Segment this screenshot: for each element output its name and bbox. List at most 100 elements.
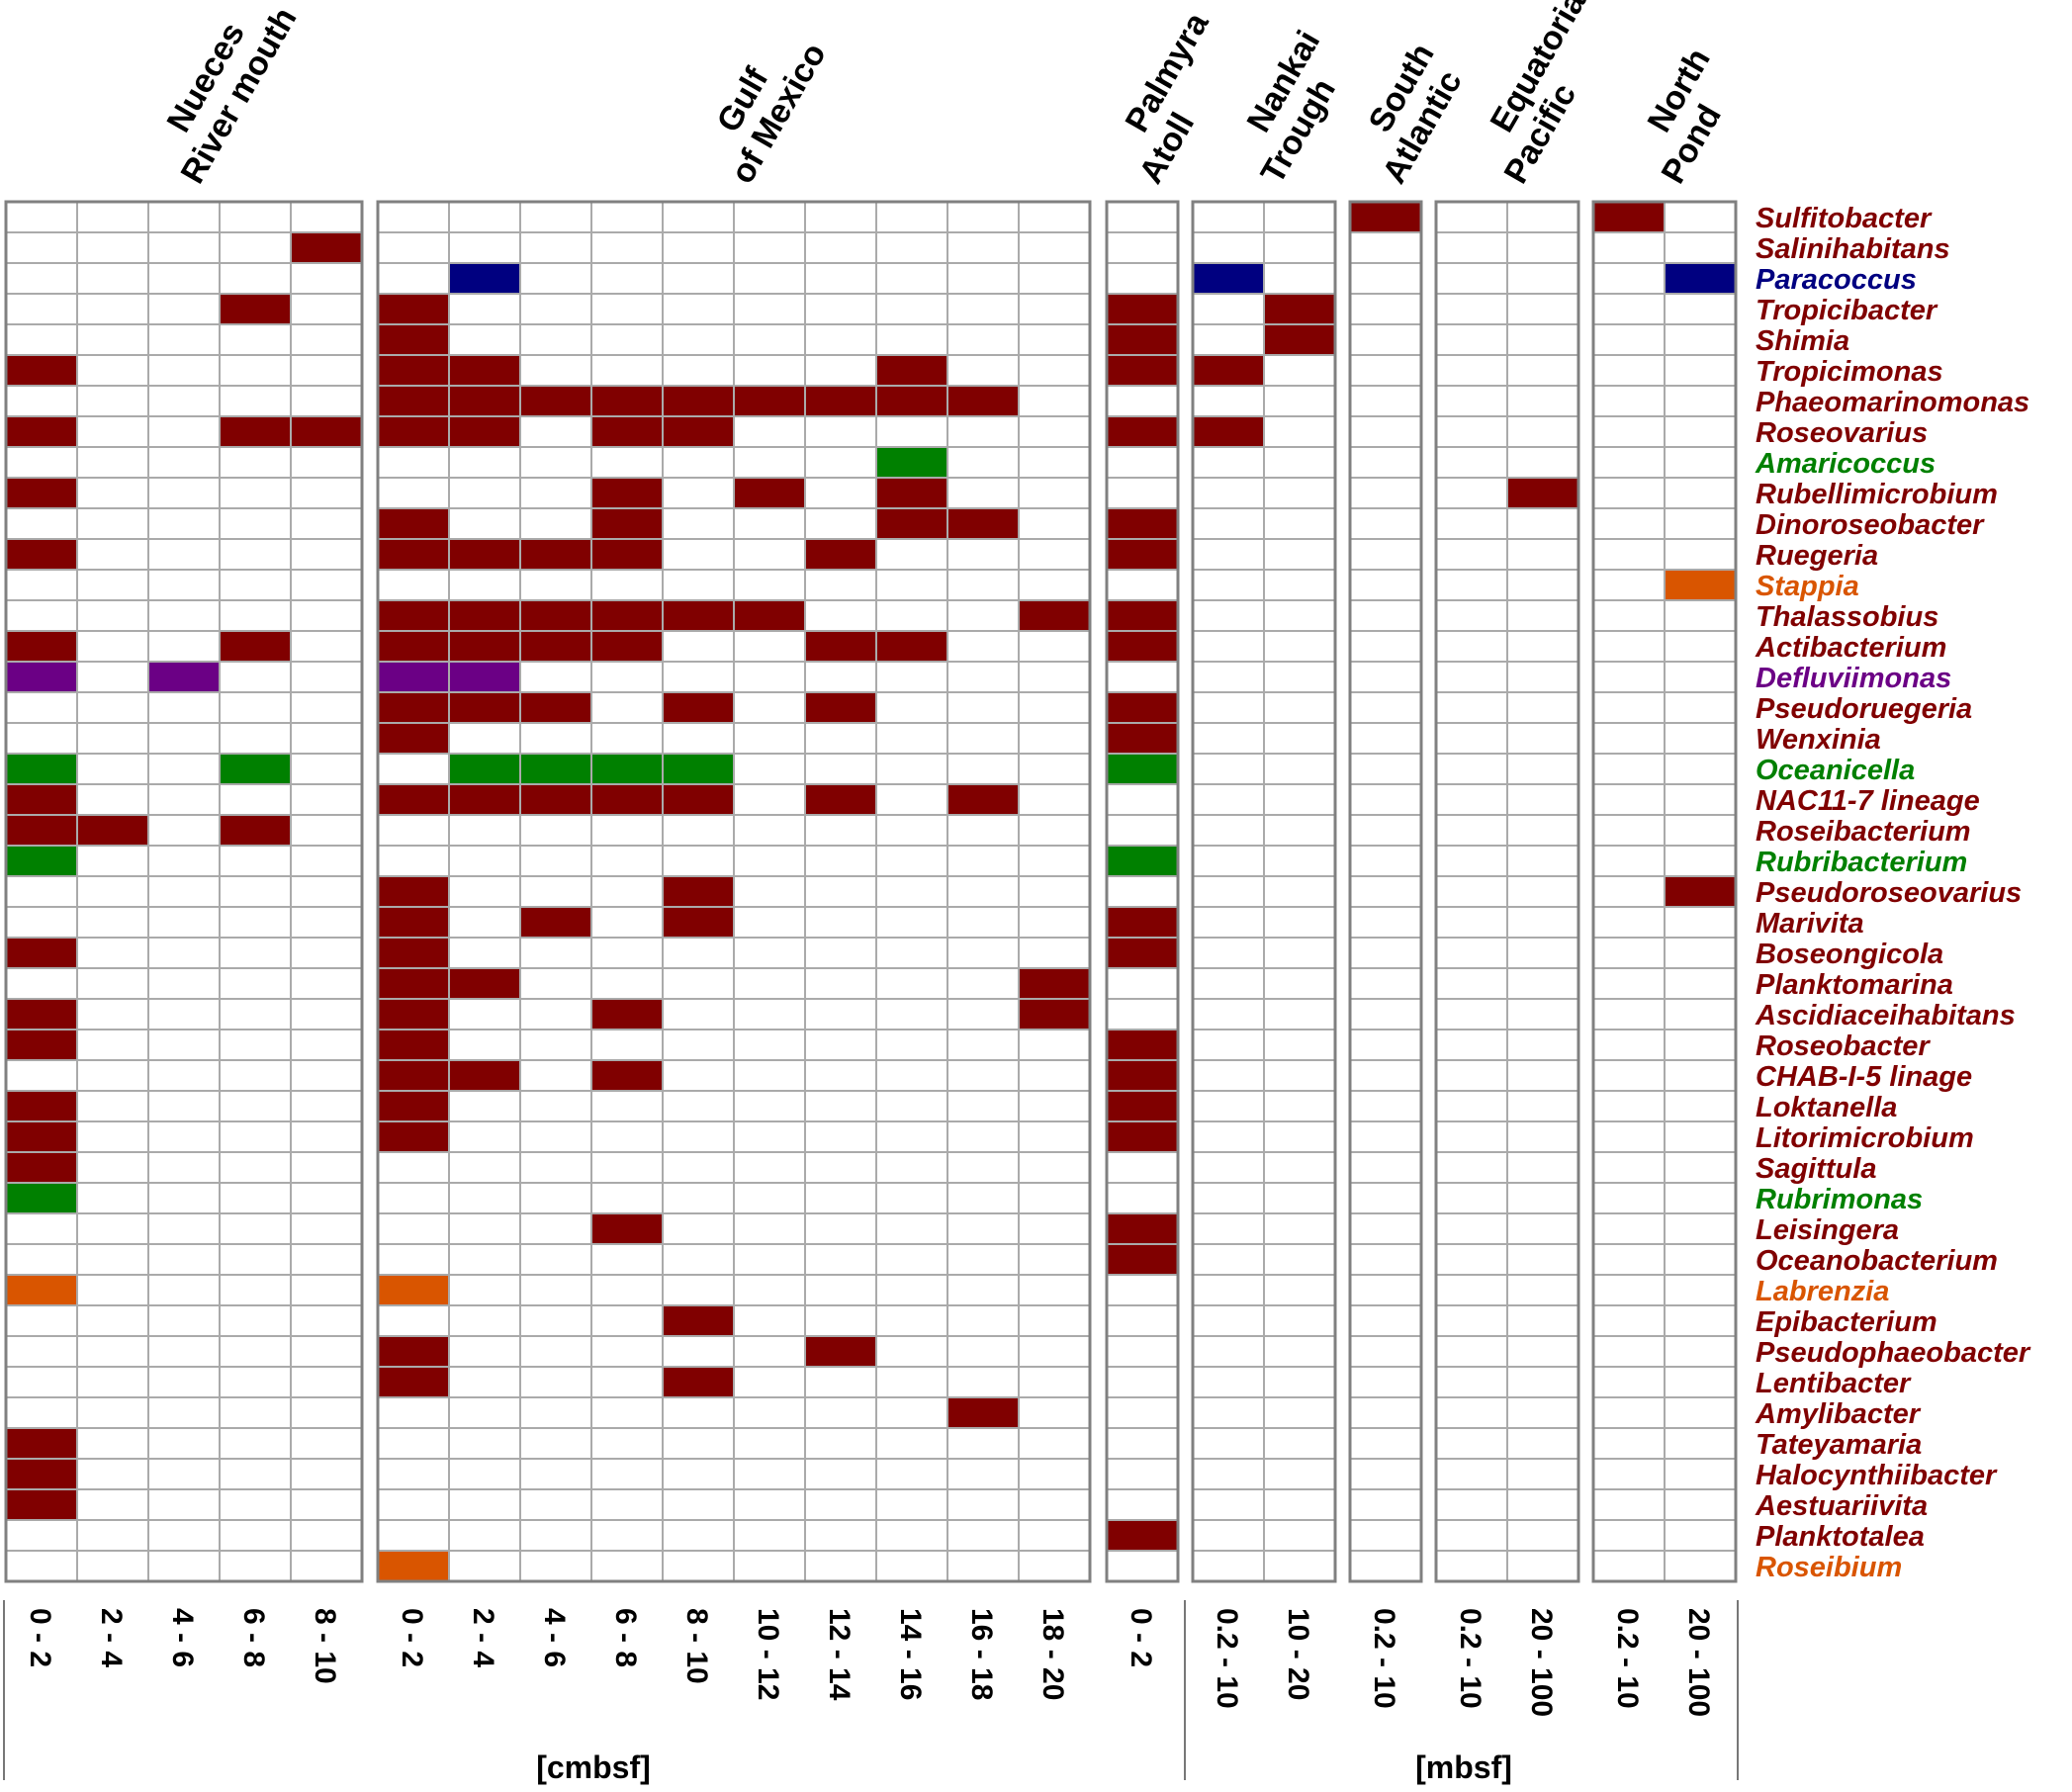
presence-cell [378,324,449,355]
presence-cell [378,692,449,723]
depth-tick-label: 4 - 6 [166,1608,199,1667]
genus-label: Ruegeria [1756,540,1878,572]
presence-cell [1107,754,1178,784]
genus-label: Roseovarius [1756,417,1928,449]
heatmap-grid [6,202,1736,1581]
depth-tick-label: 18 - 20 [1036,1608,1069,1700]
presence-cell [805,631,876,662]
presence-cell [449,662,520,692]
genus-label: Paracoccus [1756,264,1917,296]
presence-cell [6,846,77,876]
depth-tick-label: 20 - 100 [1525,1608,1558,1717]
presence-cell [805,539,876,570]
genus-label: Pseudoruegeria [1756,693,1972,725]
presence-cell [591,1213,663,1244]
presence-cell [378,1060,449,1091]
site-label: EquatorialPacific [1465,0,1631,190]
genus-label: Dinoroseobacter [1756,509,1985,541]
presence-cell [1107,294,1178,324]
presence-cell [6,1489,77,1520]
depth-tick-label: 8 - 10 [680,1608,713,1684]
presence-cell [1107,1121,1178,1152]
genus-label: Roseobacter [1756,1030,1931,1062]
presence-cell [220,416,291,447]
presence-cell [6,1030,77,1060]
presence-cell [6,1091,77,1121]
genus-label: Shimia [1756,325,1849,357]
panel-frame [1191,200,1337,1583]
presence-cell [805,1336,876,1367]
presence-cell [6,999,77,1030]
genus-label: Amylibacter [1755,1398,1922,1430]
presence-cell [520,539,591,570]
presence-cell [1107,1244,1178,1275]
site-label: Gulfof Mexico [691,18,834,190]
genus-label: Sagittula [1756,1153,1876,1185]
presence-cell [378,539,449,570]
genus-label: Stappia [1756,571,1859,602]
depth-unit-label: [mbsf] [1415,1749,1512,1785]
presence-cell [378,1551,449,1581]
presence-cell [663,1305,734,1336]
depth-tick-label: 12 - 14 [823,1608,856,1701]
presence-cell [1107,508,1178,539]
presence-cell [1107,1030,1178,1060]
depth-tick-label: 2 - 4 [467,1608,499,1667]
genus-label: Halocynthiibacter [1756,1460,1998,1491]
depth-unit-label: [cmbsf] [536,1749,651,1785]
presence-cell [591,539,663,570]
genus-label: Lentibacter [1756,1368,1912,1399]
presence-cell [663,1367,734,1397]
presence-cell [6,662,77,692]
panel-frame [1434,200,1580,1583]
presence-cell [220,631,291,662]
genus-label: Marivita [1756,908,1864,940]
presence-cell [6,815,77,846]
presence-cell [663,600,734,631]
genus-label: Epibacterium [1756,1306,1937,1338]
presence-cell [1264,294,1335,324]
depth-tick-label: 4 - 6 [538,1608,571,1667]
presence-cell [1019,600,1090,631]
presence-cell [378,1336,449,1367]
depth-tick-label: 20 - 100 [1682,1608,1715,1717]
presence-cell [591,754,663,784]
genus-label: Salinihabitans [1756,233,1950,265]
presence-cell [520,600,591,631]
presence-cell [1264,324,1335,355]
presence-cell [378,386,449,416]
presence-cell [449,784,520,815]
presence-cell [6,938,77,968]
presence-cell [1193,355,1264,386]
presence-cell [6,631,77,662]
site-label: NuecesRiver mouth [141,0,305,190]
presence-cell [1507,478,1578,508]
presence-cell [291,416,362,447]
presence-cell [1107,416,1178,447]
genus-label: NAC11-7 lineage [1756,785,1980,817]
presence-cell [449,968,520,999]
presence-cell [1107,539,1178,570]
genus-label: Boseongicola [1756,939,1943,970]
presence-cell [378,1275,449,1305]
depth-tick-labels: 0 - 2 2 - 4 4 - 6 6 - 8 8 - 10 0 - 2 2 - 4 4 - … [24,1608,1715,1717]
presence-cell [449,416,520,447]
genus-label: CHAB-I-5 linage [1756,1061,1972,1093]
presence-cell [1593,202,1665,232]
depth-tick-label: 8 - 10 [309,1608,341,1684]
genus-label: Pseudoroseovarius [1756,877,2022,909]
genus-label: Oceanobacterium [1756,1245,1998,1277]
presence-cell [591,784,663,815]
genus-labels: SulfitobacterSalinihabitansParacoccusTro… [1755,203,2031,1583]
genus-label: Labrenzia [1756,1276,1889,1307]
presence-cell [378,1367,449,1397]
presence-cell [663,386,734,416]
presence-cell [6,1121,77,1152]
presence-cell [77,815,148,846]
presence-cell [591,999,663,1030]
presence-cell [805,784,876,815]
presence-cell [449,1060,520,1091]
depth-tick-label: 0 - 2 [24,1608,56,1667]
presence-cell [876,508,947,539]
panel-frame [376,200,1092,1583]
